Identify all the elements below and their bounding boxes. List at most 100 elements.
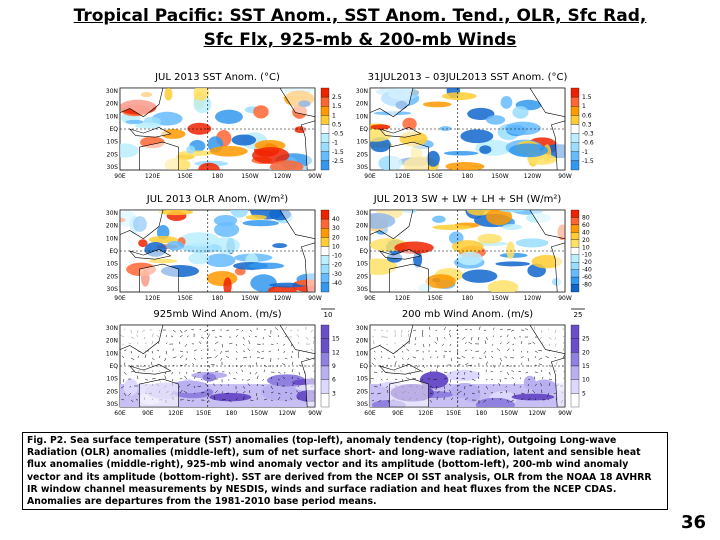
anomaly-blob — [156, 225, 170, 240]
lon-label: 150E — [196, 410, 211, 417]
wind-vector — [276, 382, 279, 387]
wind-vector — [268, 335, 272, 338]
wind-vector — [520, 356, 524, 359]
wind-vector — [179, 355, 184, 359]
wind-vector — [468, 364, 473, 367]
wind-vector — [193, 392, 196, 395]
wind-vector — [282, 343, 286, 346]
wind-vector — [171, 378, 174, 382]
wind-vector — [505, 389, 508, 394]
wind-vector — [534, 364, 538, 366]
wind-vector — [219, 335, 223, 338]
wind-vector — [477, 371, 480, 376]
wind-vector — [394, 378, 398, 380]
wind-vector — [185, 357, 188, 361]
lon-label: 120E — [145, 295, 160, 302]
lat-label: 30S — [107, 286, 119, 293]
colorbar-label: 12 — [332, 349, 340, 356]
wind-vector — [276, 342, 279, 345]
anomaly-field — [120, 210, 315, 292]
wind-vector — [513, 392, 516, 397]
anomaly-blob — [205, 253, 236, 268]
wind-vector — [256, 357, 260, 359]
anomaly-blob — [138, 239, 148, 248]
wind-vector — [379, 383, 382, 387]
wind-vector — [255, 392, 258, 397]
wind-vector — [214, 390, 218, 394]
wind-vector — [506, 364, 510, 367]
map-panel: JUL 2013 SST Anom. (°C) 30N 20N 10N EQ 10S 20S… — [106, 72, 344, 180]
colorbar-label: 1 — [332, 112, 336, 119]
wind-vector — [533, 376, 536, 380]
wind-vector — [534, 383, 537, 387]
colorbar-segment — [320, 106, 330, 116]
wind-vector — [520, 392, 525, 395]
wind-vector — [386, 378, 389, 381]
colorbar-segment — [570, 142, 580, 152]
lon-label: 150E — [177, 295, 192, 302]
wind-vector — [200, 336, 205, 339]
wind-vector — [179, 329, 183, 334]
wind-vector — [520, 362, 523, 366]
lat-label: 20N — [106, 101, 118, 108]
wind-vector — [242, 385, 246, 389]
wind-vector — [548, 371, 551, 376]
land — [120, 88, 164, 118]
anomaly-blob — [245, 214, 267, 220]
lat-label: 30N — [356, 88, 368, 95]
wind-vector — [123, 371, 127, 375]
amplitude-blob — [260, 383, 307, 401]
wind-vector — [262, 390, 265, 394]
lat-label: 30S — [357, 164, 369, 171]
anomaly-blob — [506, 241, 515, 259]
colorbar-segment — [570, 324, 580, 339]
lon-label: 90E — [364, 173, 376, 180]
wind-vector — [186, 384, 191, 387]
wind-vector — [527, 389, 529, 394]
wind-vector — [214, 355, 218, 359]
wind-vector — [421, 378, 424, 381]
wind-vector — [547, 399, 550, 401]
lon-label: 90W — [558, 173, 572, 180]
anomaly-blob — [125, 119, 144, 124]
wind-vector — [248, 335, 251, 338]
wind-vector — [436, 364, 439, 369]
wind-vector — [499, 362, 502, 366]
colorbar-segment — [320, 379, 330, 394]
wind-vector — [462, 336, 466, 340]
anomaly-blob — [186, 145, 196, 154]
anomaly-blob — [193, 88, 209, 101]
wind-vector — [490, 355, 494, 359]
lon-label: 90E — [364, 295, 376, 302]
land — [389, 378, 429, 407]
colorbar-segment — [320, 324, 330, 339]
colorbar-segment — [320, 237, 330, 247]
wind-vector — [490, 378, 494, 381]
wind-vector — [249, 364, 251, 368]
wind-vector — [277, 378, 280, 381]
wind-vector — [151, 357, 155, 361]
wind-vector — [151, 350, 154, 354]
amplitude-blob — [446, 369, 481, 381]
lat-label: 10N — [356, 113, 368, 120]
wind-vector — [151, 378, 156, 380]
wind-vector — [256, 375, 259, 380]
land — [128, 364, 172, 375]
wind-vector — [373, 350, 376, 353]
lon-label: 150W — [491, 295, 508, 302]
wind-vector — [235, 343, 238, 346]
wind-vector — [297, 385, 300, 388]
wind-vector — [415, 364, 419, 368]
wind-vector — [464, 362, 469, 366]
wind-vector — [270, 391, 274, 394]
lon-label: 120E — [418, 410, 433, 417]
wind-vector — [256, 343, 261, 345]
wind-vector — [386, 389, 389, 394]
colorbar-segment — [320, 142, 330, 152]
wind-vector — [412, 377, 417, 380]
lat-label: 10S — [107, 261, 119, 268]
lon-label: 120E — [168, 410, 183, 417]
lon-label: 60E — [114, 410, 126, 417]
map-panel: 31JUL2013 – 03JUL2013 SST Anom. (°C)30N 2… — [356, 72, 594, 180]
panel-title: 925mb Wind Anom. (m/s) — [153, 309, 281, 320]
